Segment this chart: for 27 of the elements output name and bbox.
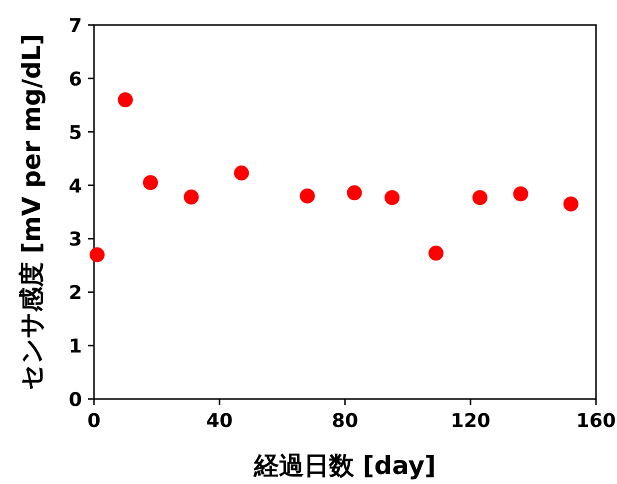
- point: [563, 196, 578, 212]
- y-tick-label: 6: [68, 68, 82, 90]
- point: [346, 185, 362, 200]
- x-axis-title: 経過日数 [day]: [253, 451, 436, 480]
- point: [90, 247, 105, 262]
- point: [428, 246, 444, 261]
- point: [184, 190, 199, 205]
- point: [142, 175, 158, 190]
- y-tick-label: 3: [68, 228, 82, 251]
- point: [384, 190, 400, 206]
- y-tick-label: 2: [68, 282, 82, 304]
- y-axis-title: センサ感度 [mV per mg/dL]: [17, 34, 46, 390]
- x-tick-label: 120: [450, 410, 490, 432]
- point: [513, 186, 528, 202]
- x-tick-label: 80: [332, 410, 358, 432]
- x-tick-label: 40: [206, 410, 233, 432]
- y-tick-label: 4: [68, 175, 82, 198]
- y-tick-label: 7: [68, 15, 82, 37]
- y-tick-label: 1: [68, 336, 82, 358]
- y-tick-label: 5: [68, 122, 82, 144]
- point: [300, 188, 315, 204]
- x-tick-label: 160: [576, 410, 616, 432]
- point: [472, 190, 488, 206]
- y-tick-label: 0: [68, 389, 82, 411]
- point: [234, 165, 249, 180]
- point: [118, 92, 133, 108]
- x-tick-label: 0: [87, 410, 101, 432]
